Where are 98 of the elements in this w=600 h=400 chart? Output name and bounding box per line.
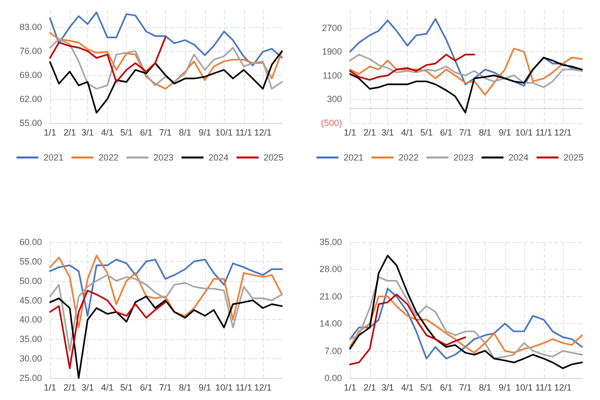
y-tick-label: 45.00: [19, 295, 42, 306]
x-tick-label: 6/1: [440, 128, 452, 138]
x-tick-label: 6/1: [140, 128, 152, 138]
x-tick-label: 4/1: [101, 382, 114, 392]
x-tick-label: 10/1: [515, 382, 533, 392]
legend-label: 2022: [98, 152, 118, 162]
x-tick-label: 4/1: [401, 128, 414, 138]
y-tick-label: 30.00: [19, 354, 42, 364]
x-tick-label: 12/1: [554, 128, 572, 138]
x-tick-label: 10/1: [515, 128, 533, 138]
x-tick-label: 5/1: [120, 382, 133, 392]
x-tick-label: 6/1: [440, 382, 452, 392]
x-tick-label: 12/1: [254, 128, 272, 138]
x-tick-label: 12/1: [254, 382, 272, 392]
line-series: [349, 56, 583, 114]
x-tick-label: 5/1: [120, 128, 133, 138]
line-series: [349, 54, 476, 81]
x-tick-label: 8/1: [178, 128, 192, 138]
y-tick-label: 35.00: [19, 334, 42, 344]
x-tick-label: 10/1: [215, 382, 233, 392]
y-tick-label: 50.00: [19, 276, 42, 286]
x-tick-label: 6/1: [140, 382, 152, 392]
line-series: [49, 274, 283, 352]
line-series: [349, 54, 583, 88]
x-tick-label: 9/1: [198, 382, 212, 392]
legend-label: 2025: [264, 152, 284, 162]
x-tick-label: 2/1: [64, 128, 76, 138]
y-tick-label: 62.00: [19, 94, 42, 104]
x-tick-label: 12/1: [554, 382, 572, 392]
x-tick-label: 7/1: [159, 128, 172, 138]
x-tick-label: 1/1: [344, 382, 356, 392]
y-tick-label: 25.00: [19, 373, 42, 383]
line-series: [349, 48, 583, 96]
y-tick-label: 2700: [322, 22, 342, 33]
legend-label: 2023: [153, 152, 174, 162]
x-tick-label: 11/1: [235, 382, 252, 392]
legend-label: 2023: [453, 152, 474, 162]
x-tick-label: 9/1: [498, 128, 512, 138]
line-series: [349, 18, 583, 87]
x-tick-label: 3/1: [381, 128, 394, 138]
y-tick-label: 40.00: [19, 314, 42, 325]
line-series: [349, 294, 466, 366]
x-tick-label: 11/1: [235, 128, 252, 138]
line-series: [349, 296, 583, 354]
y-tick-label: 28.00: [319, 264, 342, 274]
y-tick-label: 14.00: [319, 318, 342, 329]
y-tick-label: 1900: [322, 46, 342, 57]
line-series: [49, 12, 283, 66]
y-tick-label: 76.00: [19, 46, 42, 56]
x-tick-label: 2/1: [64, 382, 76, 392]
x-tick-label: 4/1: [401, 382, 414, 392]
y-tick-label: 83.00: [19, 22, 42, 32]
legend-label: 2024: [508, 152, 529, 162]
line-series: [49, 290, 166, 370]
y-tick-label: 21.00: [319, 291, 342, 302]
legend-label: 2021: [43, 152, 64, 162]
x-tick-label: 7/1: [459, 382, 472, 392]
x-tick-label: 1/1: [44, 382, 56, 392]
x-tick-label: 2/1: [364, 382, 376, 392]
y-tick-label: 7.00: [324, 346, 342, 356]
legend-label: 2021: [343, 152, 364, 162]
line-series: [49, 296, 283, 379]
x-tick-label: 3/1: [381, 382, 394, 392]
line-series: [49, 36, 166, 83]
x-tick-label: 10/1: [215, 128, 233, 138]
y-tick-label: 300: [326, 94, 342, 104]
x-tick-label: 11/1: [535, 382, 552, 392]
y-tick-label: 60.00: [19, 237, 42, 247]
x-tick-label: 8/1: [478, 382, 492, 392]
legend-label: 2024: [208, 152, 229, 162]
y-tick-label: 35.00: [319, 237, 342, 247]
y-tick-label: 55.00: [19, 256, 42, 266]
line-series: [349, 254, 583, 370]
x-tick-label: 5/1: [420, 382, 433, 392]
legend-label: 2025: [564, 152, 584, 162]
x-tick-label: 11/1: [535, 128, 552, 138]
line-series: [49, 254, 283, 328]
y-tick-label: 0.00: [324, 373, 342, 383]
line-series: [49, 50, 283, 114]
x-tick-label: 1/1: [344, 128, 356, 138]
y-tick-label: 1100: [322, 70, 342, 80]
y-tick-label: 55.00: [19, 118, 42, 128]
y-tick-label: (500): [320, 118, 342, 128]
legend-label: 2022: [398, 152, 418, 162]
line-series: [49, 258, 283, 317]
x-tick-label: 5/1: [420, 128, 433, 138]
x-tick-label: 7/1: [459, 128, 472, 138]
x-tick-label: 9/1: [198, 128, 212, 138]
x-tick-label: 7/1: [159, 382, 172, 392]
x-tick-label: 8/1: [478, 128, 492, 138]
x-tick-label: 4/1: [101, 128, 114, 138]
x-tick-label: 1/1: [44, 128, 56, 138]
x-tick-label: 8/1: [178, 382, 192, 392]
x-tick-label: 2/1: [364, 128, 376, 138]
x-tick-label: 3/1: [81, 128, 94, 138]
x-tick-label: 9/1: [498, 382, 512, 392]
y-tick-label: 69.00: [19, 70, 42, 80]
x-tick-label: 3/1: [81, 382, 94, 392]
